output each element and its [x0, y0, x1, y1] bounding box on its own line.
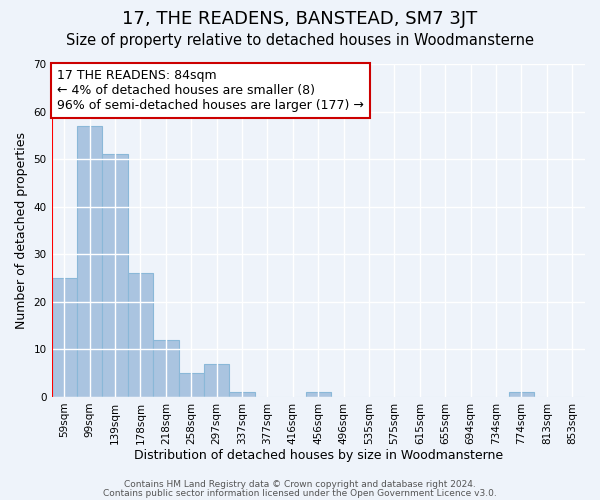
- Bar: [305, 392, 331, 397]
- Bar: [153, 340, 179, 397]
- Bar: [229, 392, 255, 397]
- Text: 17, THE READENS, BANSTEAD, SM7 3JT: 17, THE READENS, BANSTEAD, SM7 3JT: [122, 10, 478, 28]
- Text: Contains public sector information licensed under the Open Government Licence v3: Contains public sector information licen…: [103, 488, 497, 498]
- Y-axis label: Number of detached properties: Number of detached properties: [15, 132, 28, 329]
- Bar: [204, 364, 229, 397]
- Bar: [52, 278, 77, 397]
- Bar: [128, 274, 153, 397]
- Text: Contains HM Land Registry data © Crown copyright and database right 2024.: Contains HM Land Registry data © Crown c…: [124, 480, 476, 489]
- Bar: [77, 126, 103, 397]
- Text: Size of property relative to detached houses in Woodmansterne: Size of property relative to detached ho…: [66, 32, 534, 48]
- Text: 17 THE READENS: 84sqm
← 4% of detached houses are smaller (8)
96% of semi-detach: 17 THE READENS: 84sqm ← 4% of detached h…: [57, 69, 364, 112]
- Bar: [509, 392, 534, 397]
- X-axis label: Distribution of detached houses by size in Woodmansterne: Distribution of detached houses by size …: [134, 450, 503, 462]
- Bar: [179, 373, 204, 397]
- Bar: [103, 154, 128, 397]
